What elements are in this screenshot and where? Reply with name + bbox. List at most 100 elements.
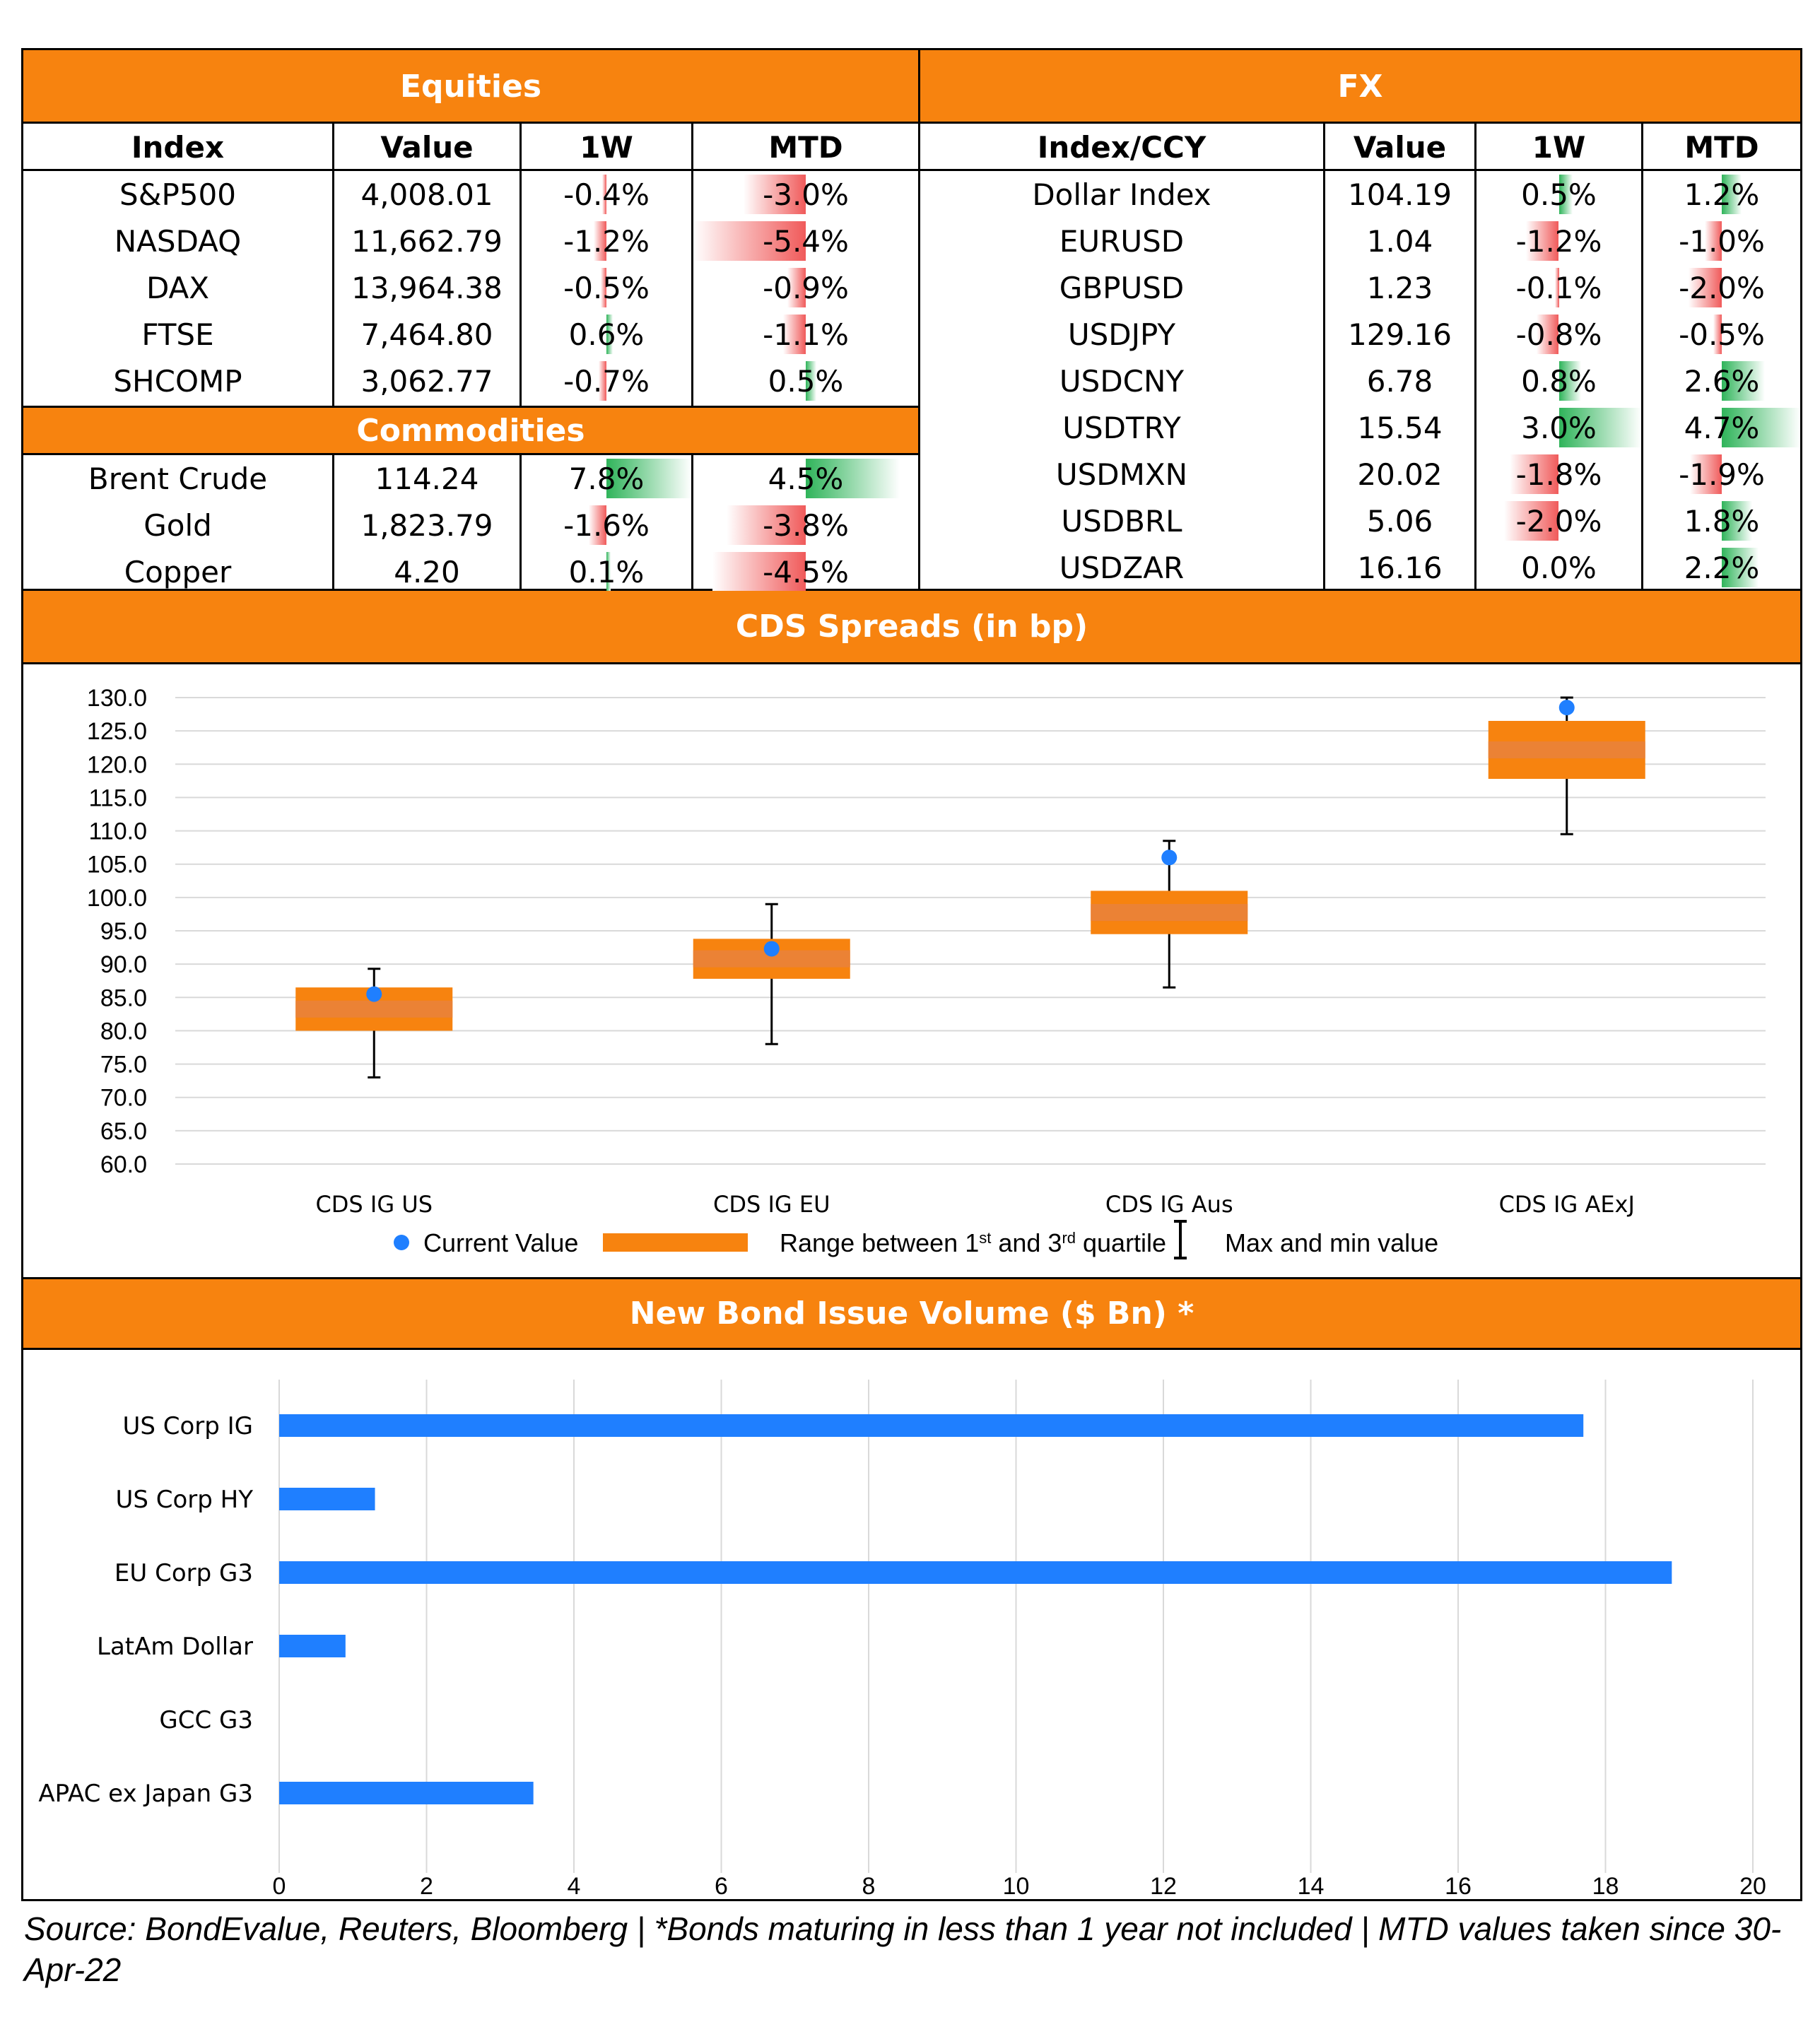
row-1w: -0.5%	[522, 264, 691, 311]
x-category-label: CDS IG AExJ	[1499, 1191, 1635, 1218]
row-value-text: 5.06	[1366, 503, 1433, 539]
divider	[918, 50, 920, 591]
row-1w: -1.2%	[1476, 218, 1641, 264]
row-value: 15.54	[1325, 404, 1474, 451]
databar-mtd	[1722, 361, 1766, 401]
row-mtd-text: 4.5%	[768, 461, 844, 496]
databar-1w	[1558, 408, 1641, 447]
databar-1w	[1503, 501, 1559, 541]
row-value: 11,662.79	[334, 218, 519, 264]
legend-range-text-part: st	[979, 1229, 991, 1247]
y-tick-label: 85.0	[100, 985, 147, 1011]
bond-chart-panel: 0 2 4 6 8 10 12 14 16 18 20 US Corp IG US Corp HY EU …	[21, 1350, 1802, 1901]
row-mtd: 1.2%	[1643, 171, 1800, 218]
row-value: 20.02	[1325, 451, 1474, 498]
row-mtd: 2.6%	[1643, 358, 1800, 404]
row-name: EURUSD	[920, 218, 1323, 264]
row-value: 13,964.38	[334, 264, 519, 311]
row-name-text: Copper	[124, 554, 232, 589]
row-value: 1.23	[1325, 264, 1474, 311]
row-mtd-text: -1.0%	[1679, 223, 1765, 259]
legend-range-text-part: quartile	[1076, 1228, 1166, 1257]
databar-1w	[1554, 268, 1559, 307]
x-category-label: CDS IG US	[315, 1191, 433, 1218]
row-1w: -0.8%	[1476, 311, 1641, 358]
databar-mtd	[1722, 408, 1800, 447]
row-value: 1.04	[1325, 218, 1474, 264]
legend-current-label: Current Value	[423, 1228, 578, 1257]
databar-1w	[1537, 315, 1559, 354]
row-mtd: -1.0%	[1643, 218, 1800, 264]
row-value: 4.20	[334, 548, 519, 595]
cds-header: CDS Spreads (in bp)	[21, 591, 1802, 664]
databar-1w	[1558, 361, 1581, 401]
row-value: 16.16	[1325, 544, 1474, 591]
row-value: 129.16	[1325, 311, 1474, 358]
databar-1w	[599, 361, 606, 401]
y-tick-label: 70.0	[100, 1085, 147, 1112]
current-value-point	[1558, 700, 1575, 716]
databar-mtd	[1713, 315, 1722, 354]
current-value-point	[366, 986, 382, 1002]
databar-mtd	[1688, 268, 1722, 307]
row-1w: 0.6%	[522, 311, 691, 358]
row-value: 104.19	[1325, 171, 1474, 218]
row-1w: 0.1%	[522, 548, 691, 595]
databar-mtd	[743, 175, 806, 214]
x-tick-label: 20	[1739, 1873, 1766, 1898]
row-mtd-text: -2.0%	[1679, 270, 1765, 305]
row-value-text: 129.16	[1348, 317, 1452, 352]
row-name: NASDAQ	[23, 218, 332, 264]
row-mtd: 1.8%	[1643, 498, 1800, 544]
bond-volume-bar	[279, 1488, 375, 1510]
row-1w-text: -0.5%	[563, 270, 650, 305]
row-1w-text: -0.7%	[563, 363, 650, 399]
fx-col-header-1w: 1W	[1532, 129, 1586, 165]
legend-range-marker	[603, 1233, 748, 1252]
bond-volume-chart: 0 2 4 6 8 10 12 14 16 18 20 US Corp IG US Corp HY EU …	[38, 1380, 1766, 1900]
bond-volume-bar	[279, 1782, 534, 1804]
databar-1w	[601, 175, 606, 214]
row-1w: -0.7%	[522, 358, 691, 404]
databar-1w	[606, 552, 611, 592]
databar-mtd	[1690, 454, 1722, 494]
row-name-text: USDZAR	[1059, 550, 1185, 585]
row-mtd-text: -3.8%	[763, 507, 849, 543]
row-mtd-text: -5.4%	[763, 223, 849, 259]
row-value-text: 15.54	[1357, 410, 1443, 445]
row-value-text: 20.02	[1357, 457, 1443, 492]
row-value: 4,008.01	[334, 171, 519, 218]
databar-mtd	[727, 505, 806, 545]
bond-volume-bar	[279, 1414, 1584, 1437]
divider	[691, 122, 693, 406]
row-mtd-text: -1.9%	[1679, 457, 1765, 492]
row-name: DAX	[23, 264, 332, 311]
divider	[332, 453, 334, 591]
row-name: Dollar Index	[920, 171, 1323, 218]
row-value: 5.06	[1325, 498, 1474, 544]
row-1w: 3.0%	[1476, 404, 1641, 451]
databar-mtd	[1722, 548, 1759, 587]
row-name: Brent Crude	[23, 455, 332, 502]
row-name-text: USDCNY	[1059, 363, 1185, 399]
divider	[1323, 122, 1325, 591]
row-name: SHCOMP	[23, 358, 332, 404]
row-mtd: 2.2%	[1643, 544, 1800, 591]
row-1w-text: -1.2%	[1515, 223, 1602, 259]
row-name-text: Dollar Index	[1032, 177, 1211, 212]
bond-volume-bar	[279, 1561, 1672, 1584]
x-tick-label: 16	[1445, 1873, 1472, 1898]
row-mtd-text: 1.8%	[1684, 503, 1760, 539]
databar-mtd	[712, 552, 806, 592]
row-1w-text: 0.1%	[568, 554, 645, 589]
row-mtd-text: 0.5%	[768, 363, 844, 399]
divider	[519, 122, 522, 406]
databar-mtd	[787, 268, 806, 307]
row-value-text: 4.20	[394, 554, 460, 589]
y-category-label: US Corp HY	[115, 1486, 253, 1514]
row-mtd: -1.9%	[1643, 451, 1800, 498]
row-1w: -2.0%	[1476, 498, 1641, 544]
source-footnote: Source: BondEvalue, Reuters, Bloomberg |…	[24, 1910, 1782, 1988]
databar-mtd	[782, 315, 806, 354]
quartile-box-shade	[295, 1000, 453, 1018]
